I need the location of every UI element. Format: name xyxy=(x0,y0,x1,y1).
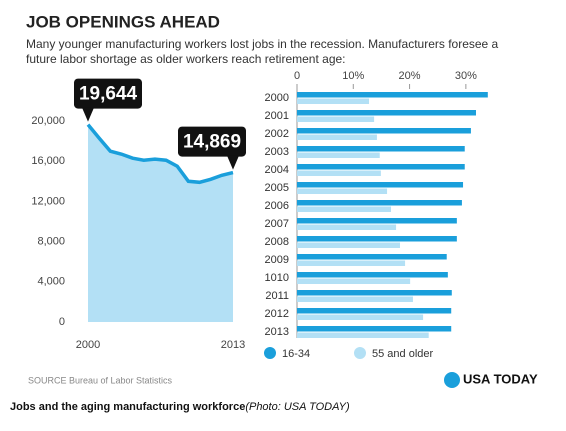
bar xyxy=(297,200,462,206)
bar xyxy=(297,224,397,230)
caption: Jobs and the aging manufacturing workfor… xyxy=(10,401,350,413)
y-tick-label: 0 xyxy=(59,316,65,328)
caption-text: Jobs and the aging manufacturing workfor… xyxy=(10,401,245,413)
x-tick-label: 2013 xyxy=(221,339,245,351)
bar xyxy=(297,254,447,260)
bar xyxy=(297,164,465,170)
legend-label: 55 and older xyxy=(372,348,433,360)
y-tick-label: 2008 xyxy=(265,236,289,248)
bar xyxy=(297,278,411,284)
y-tick-label: 2007 xyxy=(265,218,289,230)
y-tick-label: 2011 xyxy=(265,290,289,302)
bar xyxy=(297,206,391,212)
bar xyxy=(297,242,401,248)
logo: USA TODAY xyxy=(463,371,538,386)
subtitle: Many younger manufacturing workers lost … xyxy=(26,37,499,51)
caption-credit: (Photo: USA TODAY) xyxy=(245,401,350,413)
bar xyxy=(297,314,424,320)
subtitle: future labor shortage as older workers r… xyxy=(26,52,346,66)
bar xyxy=(297,236,457,242)
y-tick-label: 1010 xyxy=(265,272,289,284)
y-tick-label: 2013 xyxy=(265,326,289,338)
y-tick-label: 20,000 xyxy=(31,115,65,127)
y-tick-label: 2005 xyxy=(265,182,289,194)
bar xyxy=(297,188,388,194)
bar xyxy=(297,128,471,134)
bar xyxy=(297,332,429,338)
bar xyxy=(297,296,413,302)
y-tick-label: 8,000 xyxy=(37,236,65,248)
bar xyxy=(297,152,380,158)
bar xyxy=(297,170,381,176)
x-tick-label: 30% xyxy=(455,70,477,82)
legend-swatch xyxy=(264,347,276,359)
bar xyxy=(297,272,448,278)
y-tick-label: 2006 xyxy=(265,200,289,212)
bar xyxy=(297,290,452,296)
logo-dot xyxy=(444,372,460,388)
bar xyxy=(297,110,476,116)
bar xyxy=(297,92,488,98)
bar xyxy=(297,182,464,188)
bar xyxy=(297,98,370,104)
y-tick-label: 2012 xyxy=(265,308,289,320)
y-tick-label: 2001 xyxy=(265,110,289,122)
y-tick-label: 2004 xyxy=(265,164,289,176)
y-tick-label: 12,000 xyxy=(31,195,65,207)
bar xyxy=(297,326,452,332)
value-label: 19,644 xyxy=(79,84,138,105)
x-tick-label: 20% xyxy=(399,70,421,82)
y-tick-label: 2002 xyxy=(265,128,289,140)
value-label: 14,869 xyxy=(183,132,241,153)
title: JOB OPENINGS AHEAD xyxy=(26,12,220,31)
y-tick-label: 2009 xyxy=(265,254,289,266)
bar xyxy=(297,308,452,314)
legend-label: 16-34 xyxy=(282,348,310,360)
callout-box xyxy=(74,78,142,109)
bar xyxy=(297,260,406,266)
callout-box xyxy=(178,126,246,157)
x-tick-label: 0 xyxy=(294,70,300,82)
line xyxy=(86,123,234,185)
callout-pointer xyxy=(227,155,239,170)
x-tick-label: 2000 xyxy=(76,339,100,351)
bar xyxy=(297,116,375,122)
legend-swatch xyxy=(354,347,366,359)
callout-pointer xyxy=(82,107,94,122)
y-tick-label: 16,000 xyxy=(31,155,65,167)
area-fill xyxy=(88,124,233,323)
y-tick-label: 4,000 xyxy=(37,276,65,288)
bar xyxy=(297,218,457,224)
y-tick-label: 2000 xyxy=(265,92,289,104)
x-tick-label: 10% xyxy=(342,70,364,82)
bar xyxy=(297,134,377,140)
bar xyxy=(297,146,465,152)
y-tick-label: 2003 xyxy=(265,146,289,158)
source: SOURCE Bureau of Labor Statistics xyxy=(28,375,173,385)
